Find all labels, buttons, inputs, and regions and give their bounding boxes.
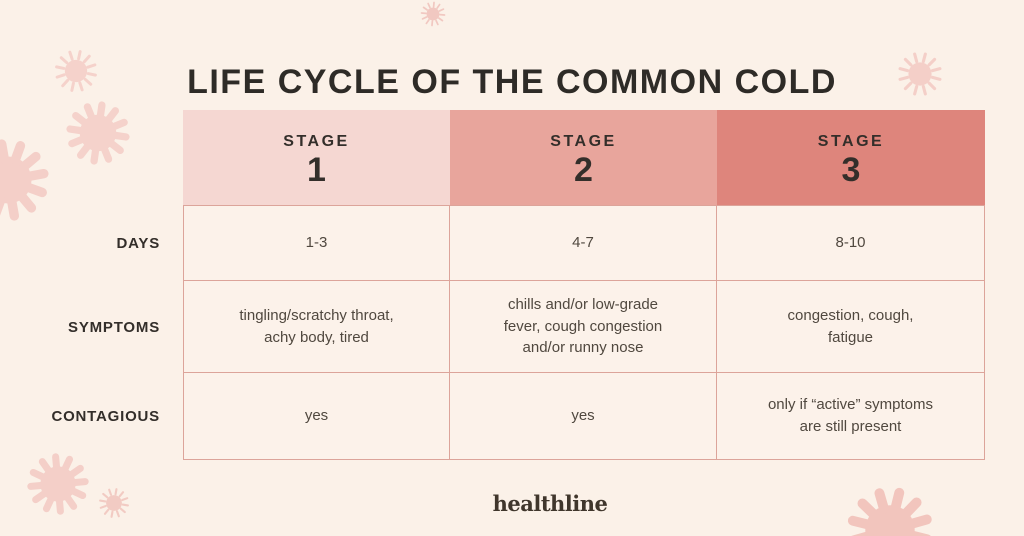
row-label-symptoms: SYMPTOMS	[68, 318, 160, 336]
stage-3-header: STAGE 3	[717, 110, 985, 205]
symptoms-stage-3-cell: congestion, cough, fatigue	[717, 281, 985, 373]
row-label-days: DAYS	[116, 234, 160, 252]
life-cycle-table: STAGE 1 STAGE 2 STAGE 3 DAYS 1-3 4-7 8-1…	[0, 110, 985, 460]
stage-2-number: 2	[574, 151, 593, 189]
virus-icon	[419, 0, 447, 28]
symptoms-stage-2-cell: chills and/or low-grade fever, cough con…	[450, 281, 717, 373]
contagious-stage-1-cell: yes	[183, 373, 450, 460]
days-stage-1-cell: 1-3	[183, 205, 450, 281]
virus-icon	[844, 484, 937, 536]
stage-3-label: STAGE	[817, 133, 885, 150]
stage-3-number: 3	[841, 151, 861, 189]
days-stage-2-cell: 4-7	[450, 205, 717, 281]
healthline-logo: healthline	[492, 491, 608, 516]
stage-1-label: STAGE	[283, 133, 350, 150]
stage-2-label: STAGE	[550, 133, 617, 150]
row-label-contagious: CONTAGIOUS	[51, 408, 160, 425]
stage-1-number: 1	[307, 151, 326, 189]
days-stage-3-cell: 8-10	[717, 205, 985, 281]
virus-icon	[96, 485, 132, 521]
symptoms-stage-1-cell: tingling/scratchy throat, achy body, tir…	[183, 281, 450, 373]
stage-2-header: STAGE 2	[450, 110, 717, 205]
table-corner-spacer	[0, 110, 183, 205]
contagious-stage-3-cell: only if “active” symptoms are still pres…	[717, 373, 985, 460]
stage-1-header: STAGE 1	[183, 110, 450, 205]
page-title: LIFE CYCLE OF THE COMMON COLD	[187, 62, 837, 101]
contagious-stage-2-cell: yes	[450, 373, 717, 460]
